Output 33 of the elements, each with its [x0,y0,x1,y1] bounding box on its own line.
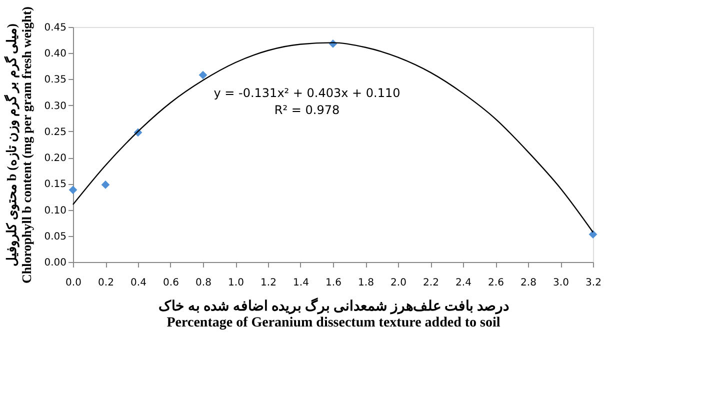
x-tick-label: 0.0 [66,278,82,288]
y-tick-label: 0.10 [44,205,66,216]
y-tick-label: 0.45 [44,22,66,34]
point [68,186,78,194]
point [588,230,598,239]
annotation: R² = 0.978 [274,102,340,117]
x-tick-label: 2.8 [520,278,536,288]
y-tick-label: 0.15 [44,179,66,190]
x-tick-label: 2.0 [390,278,406,288]
x-tick-label: 0.6 [163,278,179,288]
y-tick-label: 0.35 [44,74,66,86]
x-tick-label: 3.2 [586,278,602,288]
x-tick-label: 1.6 [326,278,342,288]
y-tick-label: 0.05 [44,231,66,242]
x-tick-label: 1.4 [293,278,309,288]
y-tick-label: 0.00 [44,258,66,268]
x-tick-label: 2.4 [456,278,472,288]
x-tick-label: 1.8 [358,278,374,288]
x-tick-label: 0.8 [196,278,212,288]
y-tick-label: 0.40 [44,48,66,60]
x-tick-label: 1.2 [260,278,276,288]
point [101,180,110,189]
x-tick-label: 0.4 [130,278,146,288]
x-tick-label: 2.6 [488,278,504,288]
y-tick-label: 0.25 [44,126,66,138]
y-tick-label: 0.20 [44,153,66,164]
annotation: y = -0.131x² + 0.403x + 0.110 [214,86,400,100]
x-tick-label: 0.2 [98,278,114,288]
x-tick-label: 1.0 [228,278,244,288]
y-tick-label: 0.30 [44,100,66,112]
x-tick-label: 3.0 [553,278,569,288]
point [198,70,208,80]
x-tick-label: 2.2 [423,278,439,288]
